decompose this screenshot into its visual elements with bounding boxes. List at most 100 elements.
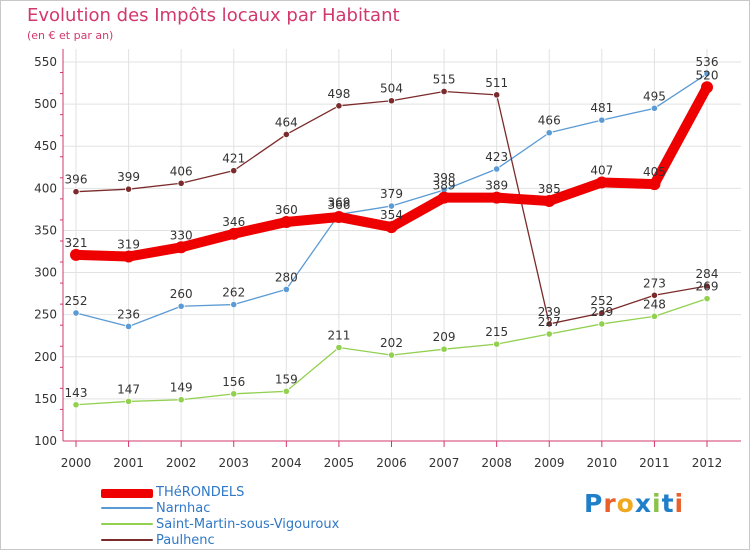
y-tick-label: 300 (34, 266, 57, 280)
data-label: 209 (433, 330, 456, 344)
x-tick-label: 2012 (692, 456, 723, 470)
data-point (385, 221, 398, 234)
data-point (703, 70, 711, 78)
data-point (493, 165, 501, 173)
data-point (595, 176, 608, 189)
data-point (72, 401, 80, 409)
data-point (282, 130, 290, 139)
data-label: 149 (170, 381, 193, 395)
data-label: 407 (590, 163, 613, 177)
data-label: 260 (170, 287, 193, 301)
x-tick-label: 2009 (534, 456, 565, 470)
data-label: 252 (65, 294, 88, 308)
data-point (175, 241, 188, 254)
x-tick-label: 2007 (429, 456, 460, 470)
legend-label: Paulhenc (156, 533, 215, 548)
data-point (387, 97, 396, 105)
y-tick-label: 400 (34, 181, 57, 195)
data-point (543, 194, 556, 207)
data-point (177, 179, 185, 187)
chart-subtitle: (en € et par an) (27, 29, 114, 42)
data-point (282, 285, 290, 293)
data-label: 389 (485, 179, 508, 193)
data-point (650, 312, 659, 320)
data-label: 515 (433, 72, 456, 86)
data-label: 389 (433, 179, 456, 193)
data-label: 248 (643, 297, 666, 311)
data-point (124, 322, 133, 331)
data-label: 159 (275, 372, 298, 386)
data-point (122, 250, 135, 263)
data-label: 262 (222, 286, 245, 300)
data-label: 156 (222, 375, 245, 389)
data-label: 280 (275, 270, 298, 284)
data-label: 369 (327, 195, 350, 209)
data-point (177, 396, 185, 404)
data-label: 143 (65, 386, 88, 400)
data-point (387, 351, 396, 359)
x-tick-label: 2004 (271, 456, 302, 470)
data-point (648, 178, 661, 191)
x-tick-label: 2000 (61, 456, 92, 470)
x-tick-label: 2010 (587, 456, 618, 470)
y-tick-label: 500 (34, 97, 57, 111)
data-point (335, 343, 343, 352)
legend-label: THéRONDELS (156, 485, 245, 500)
y-tick-label: 250 (34, 308, 57, 322)
data-label: 396 (65, 173, 88, 187)
data-point (545, 330, 553, 338)
legend-label: Narnhac (156, 501, 211, 516)
data-label: 498 (327, 87, 350, 101)
data-label: 511 (485, 76, 508, 90)
legend-swatch (101, 523, 153, 525)
data-point (335, 102, 343, 110)
data-point (545, 320, 553, 328)
data-label: 379 (380, 187, 403, 201)
data-point (440, 87, 448, 96)
x-tick-label: 2003 (218, 456, 249, 470)
legend-swatch (101, 539, 153, 541)
data-label: 239 (590, 305, 613, 319)
legend-label: Saint-Martin-sous-Vigouroux (156, 517, 340, 532)
data-point (72, 188, 80, 196)
data-point (545, 129, 553, 137)
data-point (493, 91, 501, 99)
data-label: 520 (696, 68, 719, 82)
data-point (701, 81, 713, 94)
data-label: 466 (538, 114, 561, 128)
y-tick-label: 450 (34, 139, 57, 153)
data-label: 211 (327, 329, 350, 343)
data-point (227, 227, 240, 240)
data-label: 321 (65, 236, 88, 250)
data-point (332, 210, 345, 223)
data-point (490, 191, 503, 204)
data-label: 284 (696, 267, 719, 281)
data-point (230, 167, 238, 175)
x-tick-label: 2011 (639, 456, 670, 470)
data-label: 504 (380, 82, 403, 96)
data-label: 406 (170, 164, 193, 178)
data-label: 399 (117, 170, 140, 184)
data-point (177, 302, 185, 310)
data-label: 421 (222, 152, 245, 166)
proxiti-logo: Proxiti (584, 489, 685, 518)
data-label: 239 (538, 305, 561, 319)
y-tick-label: 150 (34, 392, 57, 406)
data-label: 385 (538, 182, 561, 196)
x-tick-label: 2001 (113, 456, 144, 470)
data-label: 252 (590, 294, 613, 308)
x-tick-label: 2005 (324, 456, 355, 470)
y-tick-label: 100 (34, 434, 57, 448)
data-point (493, 340, 501, 348)
data-point (440, 345, 448, 353)
data-label: 202 (380, 336, 403, 350)
chart-title: Evolution des Impôts locaux par Habitant (27, 5, 400, 26)
data-label: 481 (590, 101, 613, 115)
data-point (230, 390, 238, 398)
legend-swatch (101, 489, 153, 498)
data-point (72, 309, 80, 317)
data-label: 215 (485, 325, 508, 339)
data-point (703, 295, 711, 303)
data-label: 423 (485, 150, 508, 164)
